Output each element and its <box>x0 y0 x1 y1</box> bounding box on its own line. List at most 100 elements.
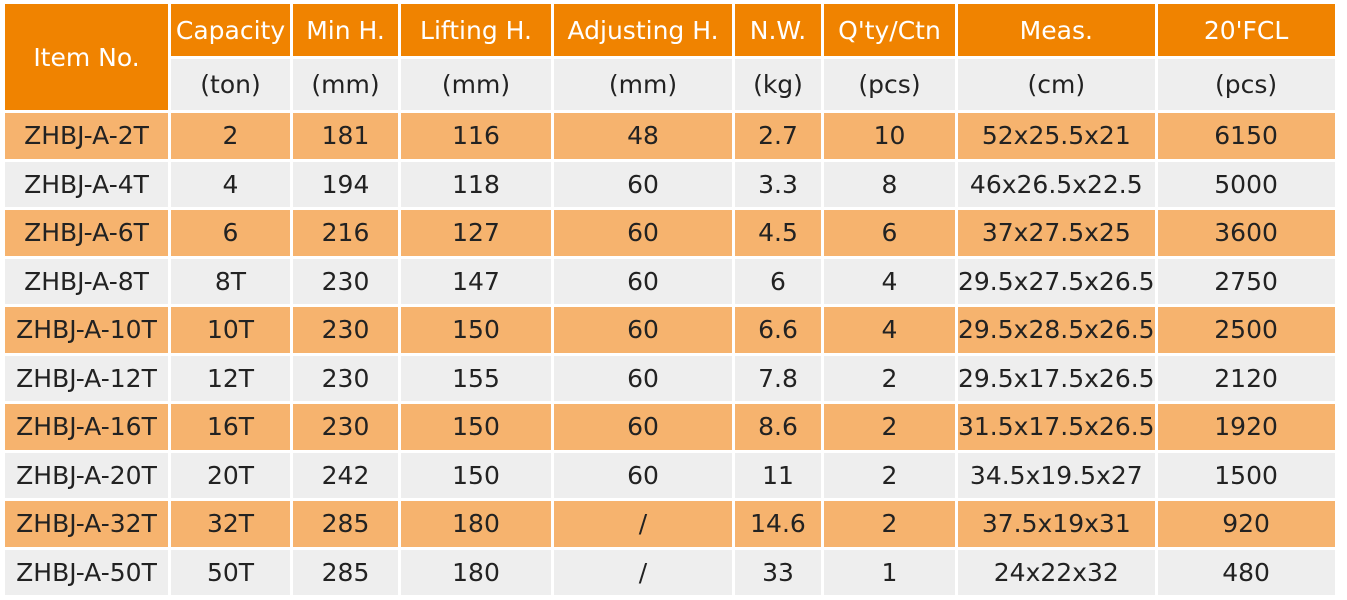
cell-adjusting-height: 60 <box>554 452 732 498</box>
cell-adjusting-height: 48 <box>554 113 732 159</box>
cell-measurement: 31.5x17.5x26.5 <box>958 404 1155 450</box>
cell-net-weight: 11 <box>735 452 821 498</box>
cell-min-height: 242 <box>293 452 398 498</box>
cell-20fcl: 480 <box>1157 549 1335 595</box>
cell-item-no: ZHBJ-A-6T <box>5 210 168 256</box>
cell-item-no: ZHBJ-A-12T <box>5 355 168 401</box>
cell-adjusting-height: 60 <box>554 404 732 450</box>
cell-measurement: 29.5x28.5x26.5 <box>958 307 1155 353</box>
cell-capacity: 6 <box>171 210 290 256</box>
table-row: ZHBJ-A-16T 16T 230 150 60 8.6 2 31.5x17.5x26.5 1… <box>5 404 1335 450</box>
cell-capacity: 32T <box>171 501 290 547</box>
cell-lifting-height: 127 <box>401 210 551 256</box>
header-capacity: Capacity <box>171 4 290 56</box>
header-min-height: Min H. <box>293 4 398 56</box>
cell-measurement: 52x25.5x21 <box>958 113 1155 159</box>
cell-qty-per-carton: 2 <box>824 452 955 498</box>
table-row: ZHBJ-A-50T 50T 285 180/33 1 24x22x32 480 <box>5 549 1335 595</box>
cell-min-height: 194 <box>293 161 398 207</box>
cell-qty-per-carton: 2 <box>824 355 955 401</box>
cell-lifting-height: 147 <box>401 258 551 304</box>
cell-adjusting-height: 60 <box>554 307 732 353</box>
cell-lifting-height: 118 <box>401 161 551 207</box>
cell-capacity: 16T <box>171 404 290 450</box>
cell-min-height: 285 <box>293 549 398 595</box>
cell-lifting-height: 116 <box>401 113 551 159</box>
cell-min-height: 230 <box>293 355 398 401</box>
cell-net-weight: 4.5 <box>735 210 821 256</box>
cell-net-weight: 3.3 <box>735 161 821 207</box>
cell-qty-per-carton: 1 <box>824 549 955 595</box>
cell-item-no: ZHBJ-A-50T <box>5 549 168 595</box>
cell-capacity: 20T <box>171 452 290 498</box>
unit-adjusting-height: (mm) <box>554 59 732 110</box>
header-measurement: Meas. <box>958 4 1155 56</box>
cell-20fcl: 5000 <box>1157 161 1335 207</box>
cell-measurement: 29.5x17.5x26.5 <box>958 355 1155 401</box>
cell-qty-per-carton: 10 <box>824 113 955 159</box>
table-row: ZHBJ-A-2T 2 181 116 48 2.7 10 52x25.5x21 6150 <box>5 113 1335 159</box>
cell-20fcl: 2500 <box>1157 307 1335 353</box>
cell-capacity: 10T <box>171 307 290 353</box>
cell-lifting-height: 150 <box>401 452 551 498</box>
unit-lifting-height: (mm) <box>401 59 551 110</box>
cell-qty-per-carton: 4 <box>824 258 955 304</box>
unit-qty-per-carton: (pcs) <box>824 59 955 110</box>
header-net-weight: N.W. <box>735 4 821 56</box>
unit-20fcl: (pcs) <box>1157 59 1335 110</box>
cell-adjusting-height: 60 <box>554 210 732 256</box>
cell-lifting-height: 150 <box>401 307 551 353</box>
cell-min-height: 230 <box>293 258 398 304</box>
cell-measurement: 37.5x19x31 <box>958 501 1155 547</box>
cell-net-weight: 33 <box>735 549 821 595</box>
cell-item-no: ZHBJ-A-32T <box>5 501 168 547</box>
cell-qty-per-carton: 8 <box>824 161 955 207</box>
cell-measurement: 34.5x19.5x27 <box>958 452 1155 498</box>
cell-lifting-height: 180 <box>401 549 551 595</box>
cell-20fcl: 2750 <box>1157 258 1335 304</box>
cell-min-height: 230 <box>293 404 398 450</box>
unit-row: (ton) (mm) (mm) (mm) (kg) (pcs) (cm) (pc… <box>5 59 1335 110</box>
cell-capacity: 12T <box>171 355 290 401</box>
header-20fcl: 20'FCL <box>1157 4 1335 56</box>
table-body: ZHBJ-A-2T 2 181 116 48 2.7 10 52x25.5x21 6150 ZHB… <box>5 113 1335 595</box>
unit-capacity: (ton) <box>171 59 290 110</box>
table-header: Item No. Capacity Min H. Lifting H. Adju… <box>5 4 1335 110</box>
cell-min-height: 230 <box>293 307 398 353</box>
cell-lifting-height: 180 <box>401 501 551 547</box>
cell-adjusting-height: / <box>554 501 732 547</box>
cell-min-height: 181 <box>293 113 398 159</box>
header-qty-per-carton: Q'ty/Ctn <box>824 4 955 56</box>
table-row: ZHBJ-A-4T 4 194 118 60 3.3 8 46x26.5x22.5 5000 <box>5 161 1335 207</box>
unit-measurement: (cm) <box>958 59 1155 110</box>
cell-20fcl: 6150 <box>1157 113 1335 159</box>
cell-capacity: 8T <box>171 258 290 304</box>
unit-min-height: (mm) <box>293 59 398 110</box>
cell-qty-per-carton: 2 <box>824 501 955 547</box>
cell-lifting-height: 155 <box>401 355 551 401</box>
cell-adjusting-height: 60 <box>554 355 732 401</box>
cell-measurement: 46x26.5x22.5 <box>958 161 1155 207</box>
cell-adjusting-height: 60 <box>554 258 732 304</box>
cell-item-no: ZHBJ-A-8T <box>5 258 168 304</box>
cell-20fcl: 920 <box>1157 501 1335 547</box>
header-lifting-height: Lifting H. <box>401 4 551 56</box>
table-row: ZHBJ-A-8T 8T 230 147 60 6 4 29.5x27.5x26.5 2750 <box>5 258 1335 304</box>
cell-adjusting-height: 60 <box>554 161 732 207</box>
cell-adjusting-height: / <box>554 549 732 595</box>
cell-lifting-height: 150 <box>401 404 551 450</box>
cell-qty-per-carton: 4 <box>824 307 955 353</box>
cell-net-weight: 6 <box>735 258 821 304</box>
header-row: Item No. Capacity Min H. Lifting H. Adju… <box>5 4 1335 110</box>
cell-capacity: 50T <box>171 549 290 595</box>
cell-min-height: 216 <box>293 210 398 256</box>
cell-qty-per-carton: 6 <box>824 210 955 256</box>
cell-item-no: ZHBJ-A-4T <box>5 161 168 207</box>
cell-item-no: ZHBJ-A-20T <box>5 452 168 498</box>
cell-net-weight: 2.7 <box>735 113 821 159</box>
table-row: ZHBJ-A-12T 12T 230 155 60 7.8 2 29.5x17.5x26.5 2… <box>5 355 1335 401</box>
cell-net-weight: 8.6 <box>735 404 821 450</box>
cell-net-weight: 7.8 <box>735 355 821 401</box>
cell-capacity: 4 <box>171 161 290 207</box>
